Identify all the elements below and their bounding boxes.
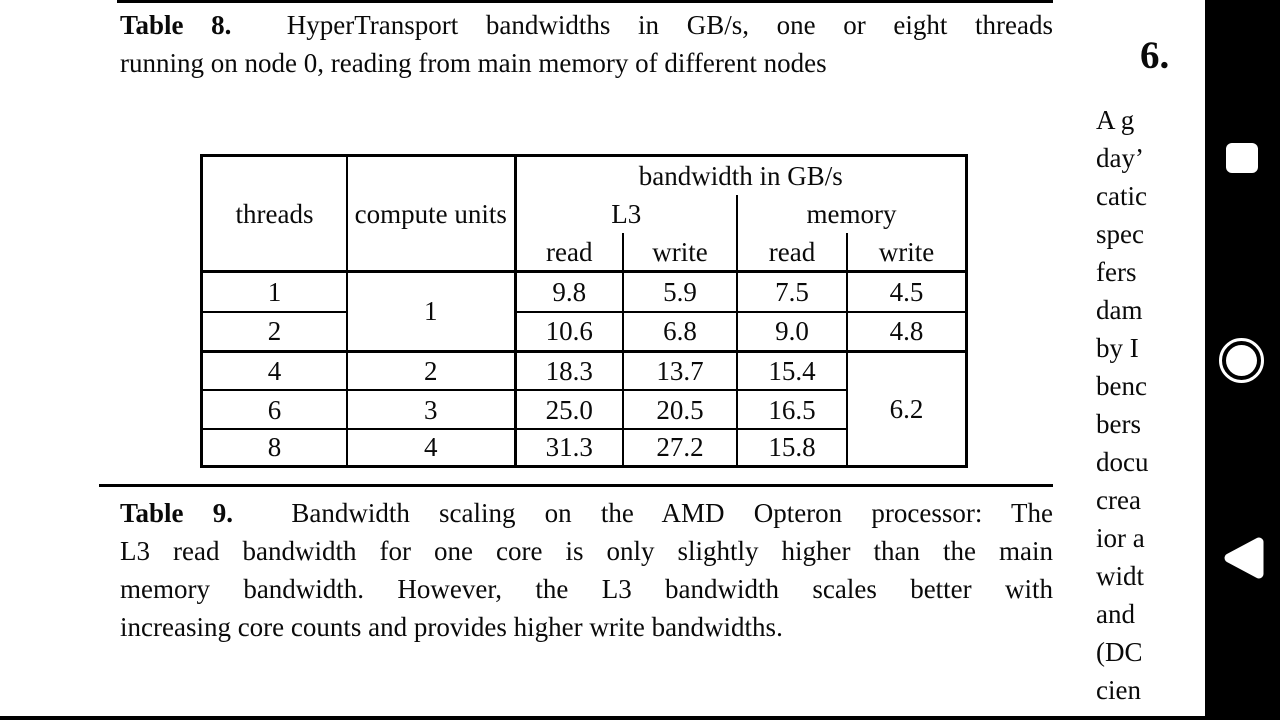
column-header-compute-units: compute units: [346, 157, 515, 272]
back-triangle-icon: [1224, 537, 1264, 579]
caption-table9: Table 9. Bandwidth scaling on the AMD Op…: [120, 494, 1053, 646]
table-header-row: L3 memory: [203, 195, 966, 234]
clipped-text-line: and: [1096, 599, 1135, 629]
clipped-text-line: by I: [1096, 333, 1139, 363]
cell-l3-read: 9.8: [513, 270, 623, 312]
clipped-text-line: ior a: [1096, 523, 1145, 553]
cell-l3-read: 25.0: [513, 389, 623, 429]
caption-text: Bandwidth scaling on the AMD Opteron pro…: [291, 498, 1053, 528]
bandwidth-table: threads compute units bandwidth in GB/s …: [200, 154, 968, 468]
recents-square-icon: [1226, 143, 1258, 173]
clipped-text-line: widt: [1096, 561, 1145, 591]
column-header-mem-write: write: [845, 233, 966, 272]
cell-compute-units: 4: [346, 427, 515, 465]
cell-l3-read: 18.3: [513, 349, 623, 391]
clipped-text-line: dam: [1096, 295, 1143, 325]
cell-threads: 8: [203, 427, 347, 465]
cell-threads: 6: [203, 389, 347, 429]
home-circle-inner-icon: [1226, 345, 1257, 376]
clipped-text-line: docu: [1096, 447, 1149, 477]
clipped-text-line: (DC: [1096, 637, 1143, 667]
cell-threads: 1: [203, 270, 347, 312]
caption-table8: Table 8. HyperTransport bandwidths in GB…: [120, 6, 1053, 82]
caption-label: Table 9.: [120, 498, 233, 528]
home-circle-icon: [1219, 338, 1264, 383]
cell-compute-units: 1: [346, 270, 515, 352]
column-group-memory: memory: [735, 195, 966, 234]
column-header-mem-read: read: [736, 233, 847, 272]
caption-line: running on node 0, reading from main mem…: [120, 48, 827, 78]
caption-line: Table 9. Bandwidth scaling on the AMD Op…: [120, 494, 1053, 532]
caption-rule-top: [117, 0, 1053, 3]
clipped-text-line: bers: [1096, 409, 1141, 439]
clipped-text-line: benc: [1096, 371, 1147, 401]
cell-l3-write: 5.9: [622, 270, 737, 312]
caption-line: L3 read bandwidth for one core is only s…: [120, 536, 1053, 566]
cell-mem-read: 15.8: [736, 427, 847, 465]
caption-text: HyperTransport bandwidths in GB/s, one o…: [286, 10, 1053, 40]
table-row: 4 2 18.3 13.7 15.4 6.2: [203, 349, 966, 465]
android-nav-bar: [1205, 0, 1280, 720]
cell-l3-write: 27.2: [622, 427, 737, 465]
column-header-l3-write: write: [622, 233, 737, 272]
cell-mem-read: 16.5: [736, 389, 847, 429]
cell-compute-units: 3: [346, 389, 515, 429]
clipped-text-column: A g day’ catic spec fers dam by I benc b…: [1096, 101, 1148, 709]
cell-threads: 4: [203, 349, 347, 391]
table-row: 6 3 25.0 20.5 16.5: [203, 389, 965, 429]
clipped-text-line: fers: [1096, 257, 1137, 287]
cell-threads: 2: [203, 310, 347, 352]
table-header-row: threads compute units bandwidth in GB/s: [203, 157, 966, 272]
clipped-text-line: A g: [1096, 105, 1135, 135]
cell-l3-write: 20.5: [622, 389, 737, 429]
clipped-text-line: cien: [1096, 675, 1141, 705]
cell-compute-units: 2: [346, 349, 515, 391]
cell-mem-write: 6.2: [845, 349, 966, 465]
cell-l3-write: 6.8: [622, 310, 737, 352]
section-heading-number: 6.: [1140, 34, 1170, 77]
cell-l3-read: 31.3: [513, 427, 623, 465]
caption-line: Table 8. HyperTransport bandwidths in GB…: [120, 6, 1053, 44]
home-button[interactable]: [1205, 330, 1280, 390]
cell-l3-write: 13.7: [622, 349, 737, 391]
clipped-text-line: catic: [1096, 181, 1147, 211]
caption-line: increasing core counts and provides high…: [120, 612, 783, 642]
column-group-bandwidth: bandwidth in GB/s: [513, 157, 966, 196]
cell-l3-read: 10.6: [513, 310, 623, 352]
table-row: 1 1 9.8 5.9 7.5 4.5: [203, 270, 966, 352]
cell-mem-read: 9.0: [736, 310, 847, 352]
table-row: 8 4 31.3 27.2 15.8: [203, 427, 965, 465]
column-header-l3-read: read: [513, 233, 623, 272]
cell-mem-write: 4.8: [845, 310, 966, 352]
column-group-l3: L3: [513, 195, 737, 234]
caption-label: Table 8.: [120, 10, 232, 40]
caption-rule-middle: [99, 484, 1053, 487]
page-bottom-edge: [0, 716, 1280, 720]
column-header-threads: threads: [235, 198, 314, 229]
clipped-text-line: spec: [1096, 219, 1144, 249]
back-button[interactable]: [1205, 528, 1280, 590]
clipped-text-line: crea: [1096, 485, 1141, 515]
cell-mem-read: 15.4: [736, 349, 847, 391]
cell-mem-write: 4.5: [845, 270, 966, 312]
clipped-text-line: day’: [1096, 143, 1144, 173]
caption-line: memory bandwidth. However, the L3 bandwi…: [120, 574, 1053, 604]
table-row: 2 10.6 6.8 9.0 4.8: [203, 310, 966, 352]
recents-button[interactable]: [1205, 130, 1280, 190]
table-header-row: read write read write: [203, 233, 966, 272]
cell-mem-read: 7.5: [736, 270, 847, 312]
